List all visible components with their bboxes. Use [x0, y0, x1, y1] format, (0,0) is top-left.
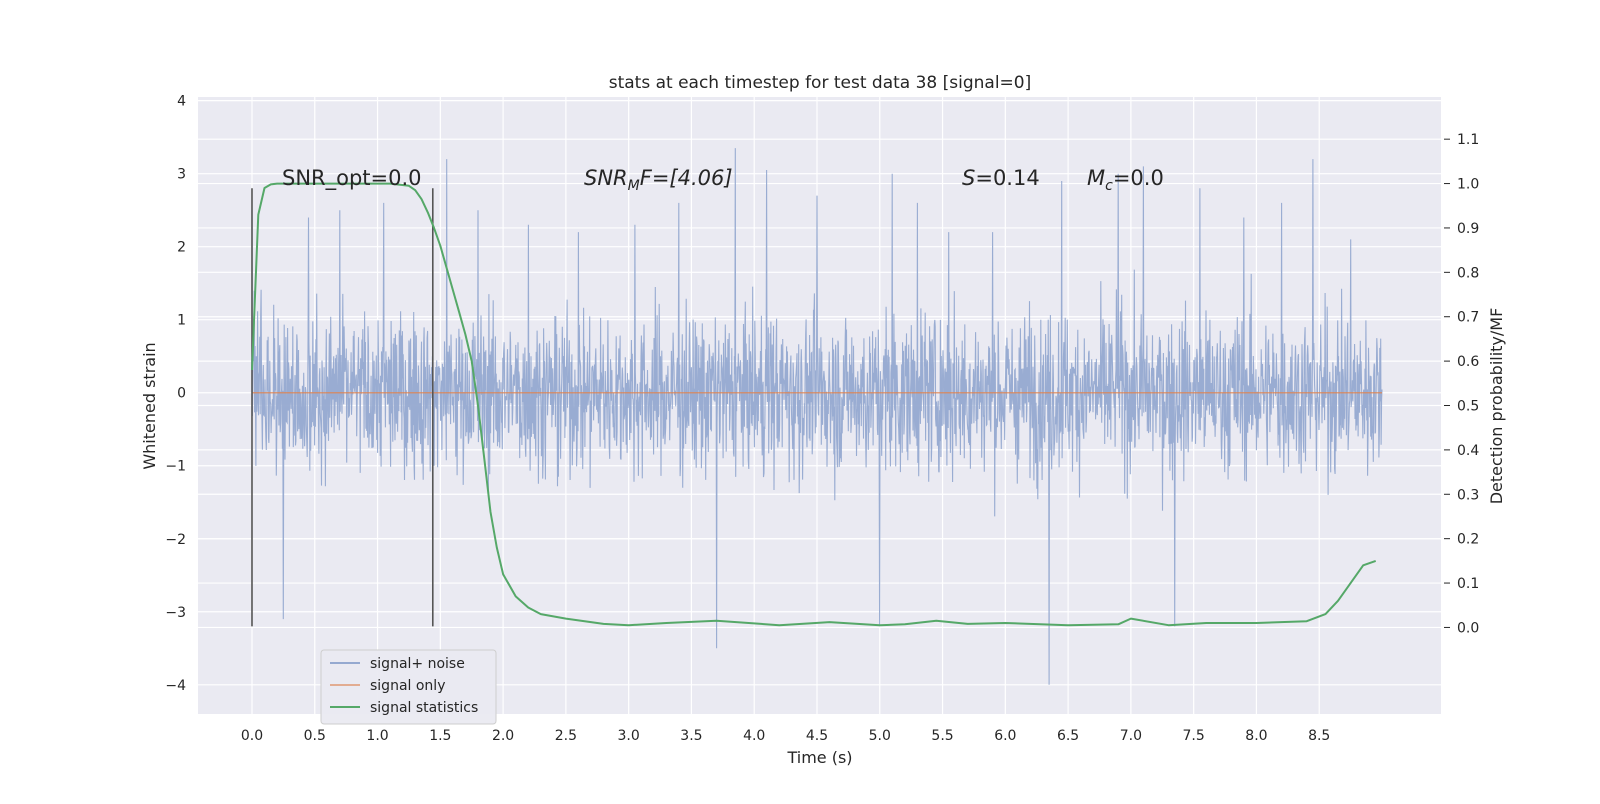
x-tick-label: 5.5	[931, 728, 953, 744]
x-tick-label: 3.5	[680, 728, 702, 744]
legend-box	[320, 649, 497, 725]
x-tick-label: 8.0	[1245, 728, 1267, 744]
y2-tick-label: 0.9	[1457, 221, 1479, 237]
x-tick-label: 1.5	[429, 728, 451, 744]
y2-tick-label: 0.3	[1457, 487, 1479, 503]
annotation-mc-sub: c	[1105, 178, 1113, 194]
x-tick-label: 4.0	[743, 728, 765, 744]
annotation-s: S=0.14	[962, 166, 1040, 190]
y-tick-label: 4	[177, 94, 186, 110]
statistics-line	[251, 182, 1377, 627]
legend-label-signal: signal only	[370, 678, 445, 694]
noise-series	[251, 148, 1383, 685]
y-tick-label: 3	[177, 167, 186, 183]
y2-tick-label: 0.2	[1457, 532, 1479, 548]
y2-tick-label: 0.4	[1457, 443, 1479, 459]
annotation-s-tail: =0.14	[975, 166, 1039, 190]
y-tick-label: −4	[165, 678, 186, 694]
annotation-mc-main: M	[1087, 166, 1105, 190]
vertical-markers	[251, 188, 434, 627]
annotation-snr-mf: SNRMF=[4.06]	[584, 166, 733, 194]
y2-tick-label: 0.6	[1457, 354, 1479, 370]
y2-tick-label: 1.0	[1457, 177, 1479, 193]
y2-tick-label: 0.1	[1457, 576, 1479, 592]
x-tick-label: 7.5	[1183, 728, 1205, 744]
y2-tick-labels: 1.1 1.0 0.9 0.8 0.7 0.6 0.5 0.4 0.3 0.2 0.1 0.0	[1444, 132, 1479, 636]
x-tick-labels: 0.0 0.5 1.0 1.5 2.0 2.5 3.0 3.5 4.0 4.5 5.0 5.5 6.0 6…	[241, 728, 1330, 744]
noise-line	[251, 148, 1383, 685]
chart-title: stats at each timestep for test data 38 …	[609, 73, 1032, 93]
x-tick-label: 6.5	[1057, 728, 1079, 744]
y-tick-label: 0	[177, 386, 186, 402]
x-tick-label: 0.5	[304, 728, 326, 744]
y-tick-label: 1	[177, 313, 186, 329]
x-axis-label: Time (s)	[786, 748, 852, 767]
y2-tick-label: 0.0	[1457, 620, 1479, 636]
x-tick-label: 8.5	[1308, 728, 1330, 744]
y-tick-label: −1	[165, 459, 186, 475]
y2-axis-label: Detection probability/MF	[1487, 308, 1506, 505]
legend-label-stats: signal statistics	[370, 700, 478, 716]
x-tick-label: 2.5	[555, 728, 577, 744]
y2-tick-label: 1.1	[1457, 132, 1479, 148]
legend: signal+ noise signal only signal statist…	[320, 649, 497, 725]
annotation-snr-opt: SNR_opt=0.0	[282, 166, 422, 191]
y2-tick-label: 0.5	[1457, 399, 1479, 415]
x-tick-label: 6.0	[994, 728, 1016, 744]
y2-tick-label: 0.8	[1457, 265, 1479, 281]
annotation-mc: Mc=0.0	[1087, 166, 1164, 194]
y-tick-label: 2	[177, 240, 186, 256]
x-tick-label: 5.0	[869, 728, 891, 744]
x-tick-label: 2.0	[492, 728, 514, 744]
x-tick-label: 7.0	[1120, 728, 1142, 744]
annotation-snr-mf-tail: F=[4.06]	[640, 166, 733, 190]
x-tick-label: 3.0	[618, 728, 640, 744]
y-tick-label: −3	[165, 605, 186, 621]
y-tick-labels: 4 3 2 1 0 −1 −2 −3 −4	[165, 94, 186, 694]
y2-tick-label: 0.7	[1457, 310, 1479, 326]
x-tick-label: 0.0	[241, 728, 263, 744]
x-tick-label: 1.0	[366, 728, 388, 744]
legend-label-noise: signal+ noise	[370, 656, 465, 672]
annotation-snr-mf-main: SNR	[584, 166, 628, 190]
y-tick-label: −2	[165, 532, 186, 548]
annotation-snr-mf-f: F=[4.06]	[640, 166, 733, 190]
annotation-s-main: S	[962, 166, 975, 190]
x-tick-label: 4.5	[806, 728, 828, 744]
annotation-snr-mf-sub: M	[628, 178, 640, 194]
annotation-mc-tail: =0.0	[1113, 166, 1164, 190]
statistics-series	[251, 182, 1377, 627]
y-axis-label: Whitened strain	[140, 342, 159, 469]
